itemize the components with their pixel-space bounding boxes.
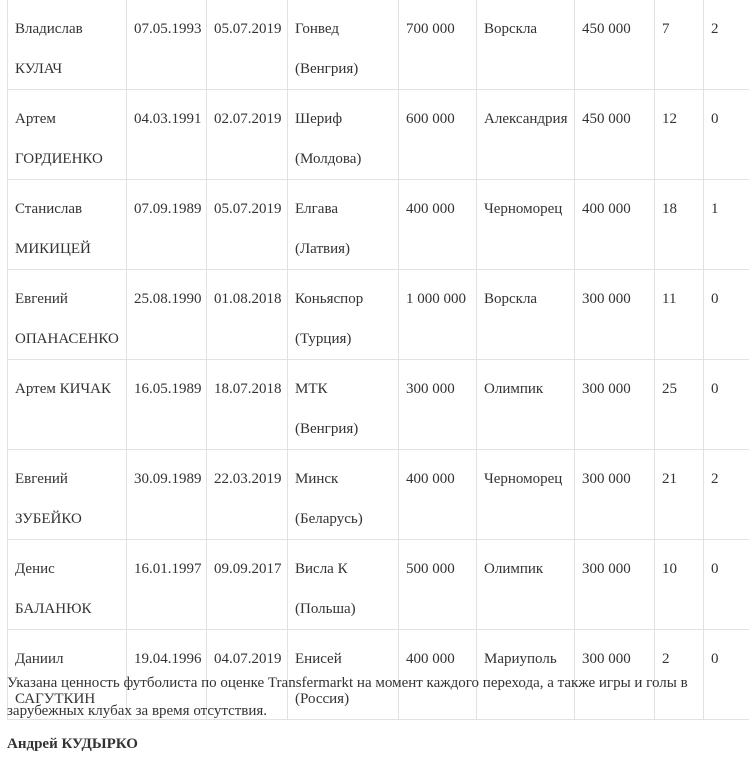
cell-value-after: 450 000: [574, 89, 655, 180]
cell-player-name: Евгений ЗУБЕЙКО: [7, 449, 127, 540]
cell-ukrainian-club: Черноморец: [476, 179, 575, 270]
cell-value-before: 1 000 000: [398, 269, 477, 360]
cell-value-before: 400 000: [398, 629, 477, 720]
cell-games: 10: [654, 539, 704, 630]
table-row: Артем КИЧАК 16.05.1989 18.07.2018 МТК (Венг…: [7, 359, 749, 450]
cell-goals: 0: [703, 359, 749, 450]
footnote: Указана ценность футболиста по оценке Tr…: [7, 675, 688, 719]
cell-birth-date: 19.04.1996: [126, 629, 207, 720]
cell-value-before: 400 000: [398, 179, 477, 270]
transfers-table: Владислав КУЛАЧ 07.05.1993 05.07.2019 Гонве…: [7, 0, 749, 720]
cell-birth-date: 16.05.1989: [126, 359, 207, 450]
cell-birth-date: 16.01.1997: [126, 539, 207, 630]
cell-player-name: Евгений ОПАНАСЕНКО: [7, 269, 127, 360]
cell-foreign-club: Гонвед (Венгрия): [287, 0, 399, 90]
cell-goals: 1: [703, 179, 749, 270]
cell-return-date: 04.07.2019: [206, 629, 288, 720]
cell-foreign-club: Елгава (Латвия): [287, 179, 399, 270]
cell-games: 11: [654, 269, 704, 360]
cell-birth-date: 07.05.1993: [126, 0, 207, 90]
cell-return-date: 18.07.2018: [206, 359, 288, 450]
cell-goals: 0: [703, 89, 749, 180]
table-body: Владислав КУЛАЧ 07.05.1993 05.07.2019 Гонве…: [7, 0, 749, 720]
cell-value-after: 400 000: [574, 179, 655, 270]
cell-value-after: 300 000: [574, 449, 655, 540]
cell-value-after: 300 000: [574, 269, 655, 360]
cell-foreign-club: Шериф (Молдова): [287, 89, 399, 180]
cell-return-date: 09.09.2017: [206, 539, 288, 630]
table-row: Владислав КУЛАЧ 07.05.1993 05.07.2019 Гонве…: [7, 0, 749, 90]
cell-value-before: 700 000: [398, 0, 477, 90]
cell-birth-date: 04.03.1991: [126, 89, 207, 180]
table-row: Артем ГОРДИЕНКО 04.03.1991 02.07.2019 Шериф…: [7, 89, 749, 180]
cell-value-before: 500 000: [398, 539, 477, 630]
cell-games: 21: [654, 449, 704, 540]
cell-value-after: 450 000: [574, 0, 655, 90]
table-row: Даниил САГУТКИН 19.04.1996 04.07.2019 Енисе…: [7, 629, 749, 720]
cell-ukrainian-club: Ворскла: [476, 0, 575, 90]
cell-goals: 2: [703, 0, 749, 90]
cell-return-date: 05.07.2019: [206, 0, 288, 90]
cell-foreign-club: Коньяспор (Турция): [287, 269, 399, 360]
cell-player-name: Артем ГОРДИЕНКО: [7, 89, 127, 180]
cell-ukrainian-club: Ворскла: [476, 269, 575, 360]
cell-value-after: 300 000: [574, 539, 655, 630]
cell-foreign-club: Минск (Беларусь): [287, 449, 399, 540]
cell-games: 25: [654, 359, 704, 450]
cell-player-name: Артем КИЧАК: [7, 359, 127, 450]
cell-return-date: 22.03.2019: [206, 449, 288, 540]
cell-games: 12: [654, 89, 704, 180]
table-row: Евгений ЗУБЕЙКО 30.09.1989 22.03.2019 Минск…: [7, 449, 749, 540]
cell-games: 18: [654, 179, 704, 270]
cell-birth-date: 07.09.1989: [126, 179, 207, 270]
cell-foreign-club: Висла К (Польша): [287, 539, 399, 630]
cell-value-before: 300 000: [398, 359, 477, 450]
author-name: Андрей КУДЫРКО: [7, 736, 138, 752]
cell-value-after: 300 000: [574, 359, 655, 450]
cell-birth-date: 30.09.1989: [126, 449, 207, 540]
cell-return-date: 05.07.2019: [206, 179, 288, 270]
cell-birth-date: 25.08.1990: [126, 269, 207, 360]
table-row: Денис БАЛАНЮК 16.01.1997 09.09.2017 Висла К…: [7, 539, 749, 630]
cell-ukrainian-club: Олимпик: [476, 359, 575, 450]
table-row: Станислав МИКИЦЕЙ 07.09.1989 05.07.2019 Елг…: [7, 179, 749, 270]
cell-value-after: 300 000: [574, 629, 655, 720]
cell-player-name: Владислав КУЛАЧ: [7, 0, 127, 90]
cell-ukrainian-club: Мариуполь: [476, 629, 575, 720]
cell-ukrainian-club: Александрия: [476, 89, 575, 180]
cell-return-date: 01.08.2018: [206, 269, 288, 360]
cell-goals: 2: [703, 449, 749, 540]
cell-player-name: Станислав МИКИЦЕЙ: [7, 179, 127, 270]
cell-goals: 0: [703, 539, 749, 630]
cell-ukrainian-club: Олимпик: [476, 539, 575, 630]
cell-value-before: 600 000: [398, 89, 477, 180]
cell-goals: 0: [703, 269, 749, 360]
cell-foreign-club: МТК (Венгрия): [287, 359, 399, 450]
cell-value-before: 400 000: [398, 449, 477, 540]
table-row: Евгений ОПАНАСЕНКО 25.08.1990 01.08.2018 Ко…: [7, 269, 749, 360]
cell-player-name: Даниил САГУТКИН: [7, 629, 127, 720]
cell-games: 7: [654, 0, 704, 90]
cell-return-date: 02.07.2019: [206, 89, 288, 180]
cell-ukrainian-club: Черноморец: [476, 449, 575, 540]
cell-player-name: Денис БАЛАНЮК: [7, 539, 127, 630]
cell-goals: 0: [703, 629, 749, 720]
cell-foreign-club: Енисей (Россия): [287, 629, 399, 720]
